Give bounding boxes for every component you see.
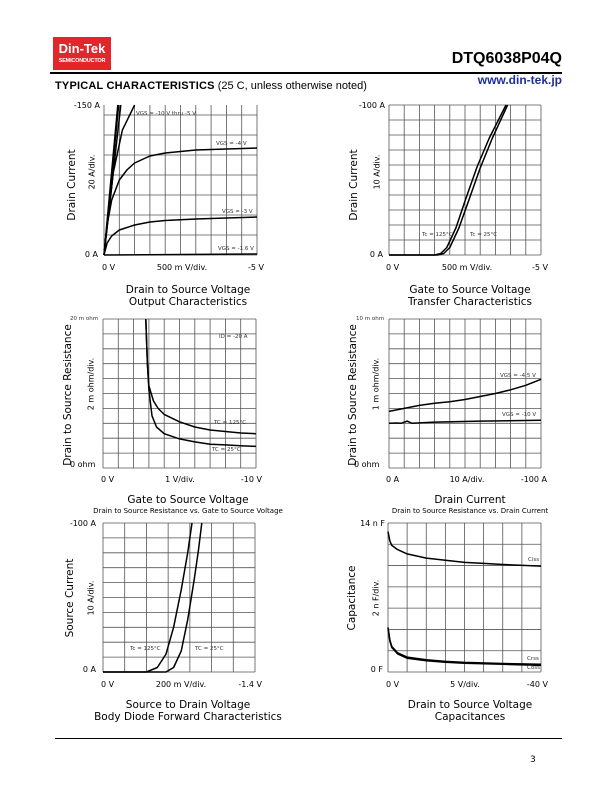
- website-link[interactable]: www.din-tek.jp: [477, 73, 562, 87]
- series-curve-vgs-3-v: [103, 216, 258, 256]
- annotation: TC = 125°C: [214, 420, 247, 426]
- chart-title: Transfer Characteristics: [407, 296, 533, 308]
- x-div-label: 200 m V/div.: [155, 680, 207, 689]
- annotation: VGS = -4 V: [216, 141, 247, 147]
- y-div-label: 20 A/div.: [87, 154, 97, 190]
- y-min-label: 0 A: [82, 665, 96, 674]
- x-axis-label: Source to Drain Voltage: [125, 699, 251, 711]
- y-axis-label: Drain Current: [66, 149, 78, 221]
- y-axis-label: Capacitance: [346, 565, 358, 631]
- chart-title: Capacitances: [434, 711, 506, 723]
- plot-area: [387, 522, 542, 673]
- y-axis-label: Drain to Source Resistance: [62, 324, 74, 466]
- x-max-label: -40 V: [526, 680, 548, 689]
- x-max-label: -5 V: [532, 263, 548, 272]
- header-rule: [50, 72, 562, 74]
- series-curve-tc-25-c: [389, 104, 509, 256]
- logo-wordmark: Din-Tek: [58, 41, 106, 56]
- x-axis-label: Drain to Source Voltage: [407, 699, 533, 711]
- x-div-label: 10 A/div.: [449, 475, 485, 484]
- chart-title: Body Diode Forward Characteristics: [94, 711, 282, 723]
- y-div-label: 1 m ohm/div.: [371, 357, 381, 411]
- y-max-label: -150 A: [73, 101, 100, 110]
- annotation: TC = 25°C: [212, 447, 241, 453]
- x-div-label: 5 V/div.: [450, 680, 480, 689]
- chart-title: Drain Current: [434, 494, 506, 506]
- series-curve-vgs-4-v: [103, 147, 258, 256]
- x-axis-label: Gate to Source Voltage: [409, 284, 531, 296]
- y-min-label: 0 A: [84, 250, 98, 259]
- y-axis-label: Drain to Source Resistance: [347, 324, 359, 466]
- x-min-label: 0 V: [386, 263, 400, 272]
- y-axis-label: Drain Current: [348, 149, 360, 221]
- annotation: VGS = -10 V thru -5 V: [136, 111, 196, 117]
- plot-area: [388, 104, 542, 256]
- annotation: TC = 25°C: [195, 646, 224, 652]
- x-max-label: -100 A: [520, 475, 547, 484]
- x-div-label: 500 m V/div.: [156, 263, 208, 272]
- y-max-label: 14 n F: [360, 519, 385, 528]
- plot-area: [388, 318, 542, 469]
- annotation: Ciss: [528, 557, 540, 563]
- annotation: Coss: [527, 665, 540, 671]
- series-curve-tc-25-c: [103, 522, 203, 673]
- x-max-label: -5 V: [248, 263, 264, 272]
- series-curve-vgs-4-5-v: [388, 378, 542, 413]
- y-min-label: 0 ohm: [354, 460, 380, 469]
- annotation: Tc = 25°C: [470, 232, 498, 238]
- x-min-label: 0 V: [101, 475, 115, 484]
- x-min-label: 0 V: [102, 263, 116, 272]
- x-axis-label: Drain to Source Voltage: [125, 284, 251, 296]
- series-curve-vgs-10-v: [388, 419, 542, 425]
- x-min-label: 0 A: [386, 475, 400, 484]
- y-max-label: -100 A: [358, 101, 385, 110]
- annotation: VGS = -3 V: [222, 209, 253, 215]
- chart-subtitle: Drain to Source Resistance vs. Gate to S…: [93, 507, 283, 515]
- annotation: VGS = -4.5 V: [500, 373, 536, 379]
- x-min-label: 0 V: [101, 680, 115, 689]
- annotation: Tc = 125°C: [422, 232, 453, 238]
- y-max-label: -100 A: [69, 519, 96, 528]
- din-tek-logo: Din-Tek SEMICONDUCTOR: [53, 37, 111, 70]
- annotation: Crss: [527, 656, 539, 662]
- x-max-label: -1.4 V: [238, 680, 262, 689]
- plot-area: [102, 318, 257, 469]
- chart-title: Output Characteristics: [128, 296, 248, 308]
- series-curve-coss: [387, 628, 542, 667]
- y-max-label: 20 m ohm: [70, 316, 99, 322]
- y-div-label: 10 A/div.: [372, 154, 382, 190]
- annotation: VGS = -10 V: [502, 412, 537, 418]
- x-div-label: 1 V/div.: [165, 475, 195, 484]
- logo-subtitle: SEMICONDUCTOR: [58, 58, 106, 64]
- section-note: (25 C, unless otherwise noted): [217, 80, 367, 92]
- y-div-label: 2 m ohm/div.: [86, 357, 96, 411]
- series-curve-vgs-1-6-v: [103, 253, 258, 256]
- y-min-label: 0 A: [369, 250, 383, 259]
- chart-title: Gate to Source Voltage: [127, 494, 249, 506]
- y-min-label: 0 ohm: [70, 460, 96, 469]
- chart-subtitle: Drain to Source Resistance vs. Drain Cur…: [391, 507, 549, 515]
- annotation: VGS = -1.6 V: [218, 246, 254, 252]
- x-div-label: 500 m V/div.: [441, 263, 493, 272]
- y-min-label: 0 F: [370, 665, 383, 674]
- section-title: TYPICAL CHARACTERISTICS: [55, 80, 215, 92]
- plot-area: [103, 104, 258, 256]
- x-min-label: 0 V: [386, 680, 400, 689]
- y-axis-label: Source Current: [64, 558, 76, 638]
- series-curve-tc-25-c: [145, 318, 257, 448]
- annotation: Tc = 125°C: [130, 646, 161, 652]
- y-div-label: 2 n F/div.: [371, 579, 381, 617]
- plot-area: [102, 522, 256, 673]
- x-max-label: -10 V: [240, 475, 262, 484]
- y-max-label: 10 m ohm: [356, 316, 385, 322]
- page-number: 3: [530, 755, 536, 765]
- annotation: ID = -20 A: [219, 334, 248, 340]
- part-number: DTQ6038P04Q: [451, 50, 562, 67]
- footer-rule: [55, 738, 562, 739]
- y-div-label: 10 A/div.: [86, 580, 96, 616]
- series-curve-ciss: [387, 531, 542, 567]
- section-heading: TYPICAL CHARACTERISTICS (25 C, unless ot…: [55, 80, 367, 92]
